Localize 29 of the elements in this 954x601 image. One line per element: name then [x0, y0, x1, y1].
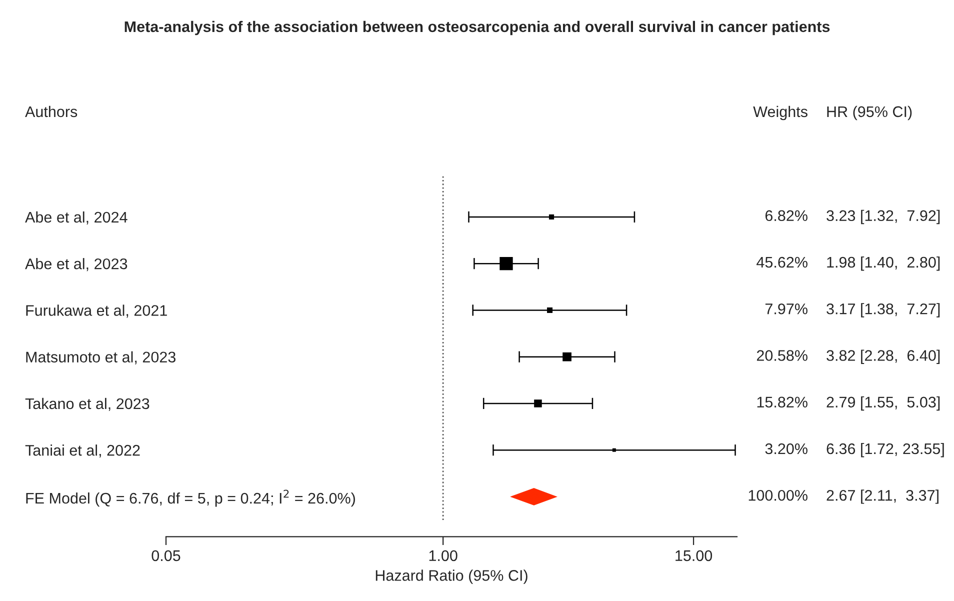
text: Weights — [753, 106, 808, 120]
x-tick-label: 0.05 — [152, 550, 180, 562]
y-tick-label: Taniai et al, 2022 — [25, 444, 140, 458]
text: 20.58% — [756, 350, 808, 361]
y-tick-label: Matsumoto et al, 2023 — [26, 351, 176, 364]
y-tick-label: Abe et al, 2024 — [25, 211, 128, 224]
x-tick-label: 1.00 — [429, 550, 458, 562]
data-label: 3.23 [1.32, 7.92] — [826, 210, 940, 224]
y-tick-label: Takano et al, 2023 — [25, 398, 150, 411]
text: 3.20% — [765, 443, 808, 454]
text: 7.97% — [765, 303, 808, 314]
text: 100.00% — [748, 490, 808, 501]
text: 6.82% — [765, 210, 808, 222]
data-label: 3.17 [1.38, 7.27] — [826, 303, 940, 318]
data-label: 6.36 [1.72, 23.55] — [826, 442, 944, 458]
text: 45.62% — [756, 256, 808, 268]
text: HR (95% CI) — [827, 106, 912, 120]
data-label: 2.79 [1.55, 5.03] — [826, 396, 940, 411]
data-label: 3.82 [2.28, 6.40] — [826, 350, 940, 364]
y-tick-label: Furukawa et al, 2021 — [26, 304, 167, 318]
y-tick-label: FE Model (Q = 6.76, df = 5, p = 0.24; I$^{2}$ = 26.0%) — [26, 490, 355, 507]
text: Authors — [25, 106, 78, 118]
x-axis-title: Hazard Ratio (95% CI) — [376, 570, 528, 584]
text: 2.67 [2.11, 3.37] — [826, 490, 938, 504]
text: 15.82% — [757, 396, 808, 408]
y-tick-label: Abe et al, 2023 — [25, 258, 128, 272]
x-tick-label: 15.00 — [676, 550, 712, 562]
data-label: 1.98 [1.40, 2.80] — [827, 256, 940, 271]
chart-title: Meta-analysis of the association between osteosarcopenia and overall survival in cancer patients — [124, 20, 830, 36]
